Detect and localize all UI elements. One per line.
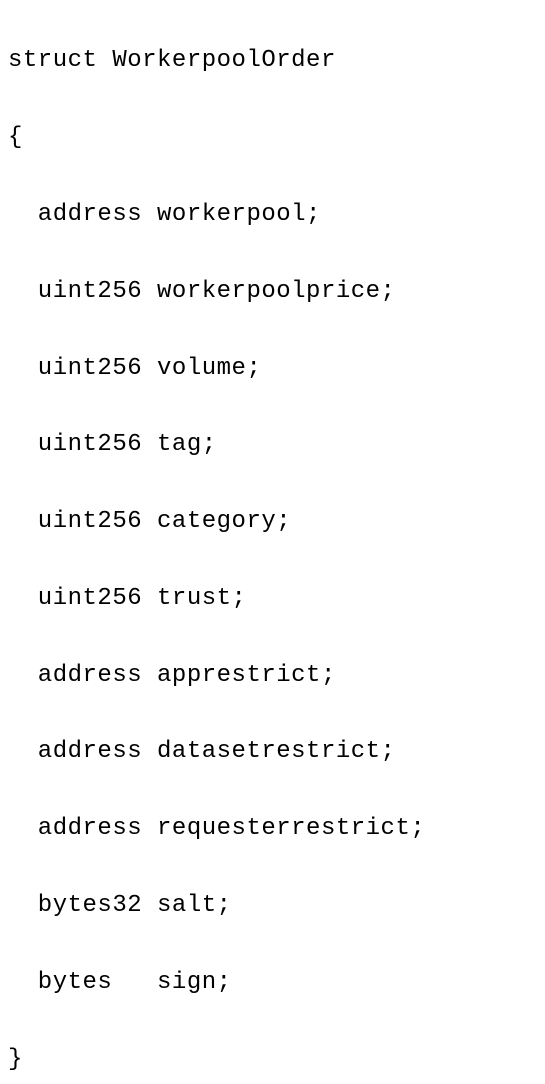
code-line-3: uint256 workerpoolprice; (8, 273, 537, 311)
code-line-0: struct WorkerpoolOrder (8, 42, 537, 80)
code-line-8: address apprestrict; (8, 657, 537, 695)
code-line-7: uint256 trust; (8, 580, 537, 618)
code-line-2: address workerpool; (8, 196, 537, 234)
code-line-9: address datasetrestrict; (8, 733, 537, 771)
code-line-11: bytes32 salt; (8, 887, 537, 925)
code-line-5: uint256 tag; (8, 426, 537, 464)
code-line-4: uint256 volume; (8, 350, 537, 388)
code-line-13: } (8, 1041, 537, 1079)
code-line-1: { (8, 119, 537, 157)
code-line-6: uint256 category; (8, 503, 537, 541)
code-line-12: bytes sign; (8, 964, 537, 1002)
code-line-10: address requesterrestrict; (8, 810, 537, 848)
code-block: struct WorkerpoolOrder { address workerp… (0, 0, 545, 1084)
